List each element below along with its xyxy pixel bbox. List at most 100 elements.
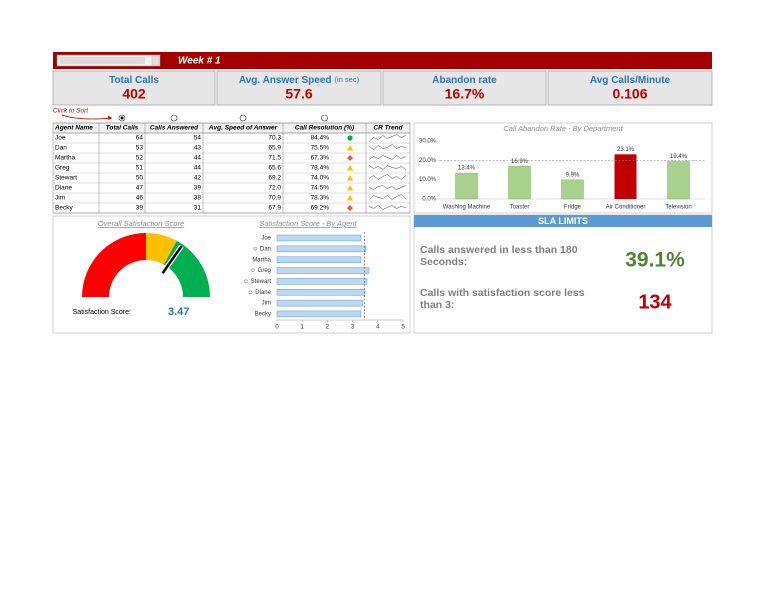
table-cell: 43 [194,145,202,152]
table-cell: 52 [136,155,144,162]
table-cell: 47 [136,185,144,192]
table-cell: 65.9 [268,145,281,152]
x-tick-label: Air Conditioner [606,205,646,211]
chart-title: Call Abandon Rate - By Department [503,124,623,133]
table-cell: Jim [55,195,65,202]
bar [276,245,367,253]
column-header: CR Trend [373,125,403,132]
sparkline [368,155,406,160]
scroll-arrow[interactable] [151,55,160,66]
table-cell: 54 [194,135,202,142]
sort-radio[interactable] [321,114,328,122]
bar [276,267,370,274]
table-cell: 71.5 [268,155,281,162]
status-icon [346,165,354,171]
chart-title: Satisfaction Score - By Agent [259,219,357,228]
kpi-unit: (in sec) [335,75,360,84]
y-tick-label: ☺ Stewart [243,279,271,285]
kpi-label: Avg. Answer Speed [239,75,332,86]
table-cell: 67.9 [268,205,281,212]
table-cell: 38 [194,195,202,202]
kpi-value: 0.106 [612,86,647,102]
gauge-band [82,233,146,297]
table-cell: Diane [55,185,72,192]
sparkline [368,165,406,170]
week-title: Week # 1 [178,56,221,67]
table-cell: 44 [194,155,202,162]
table-cell: 50 [136,175,144,182]
table-cell: 31 [194,205,202,212]
gauge-band [146,233,177,265]
status-icon [347,155,353,161]
kpi-value: 16.7% [445,86,485,102]
column-header: Total Calls [106,125,139,132]
table-cell: 39 [194,185,202,192]
table-cell: 39 [136,205,144,212]
bar [276,256,362,263]
x-tick-label: 4 [376,325,380,331]
x-tick-label: Washing Machine [443,205,491,211]
y-tick-label: ☺ Diane [248,290,272,296]
column-header: Agent Name [54,125,93,132]
x-tick-label: 2 [326,325,330,331]
kpi-value: 57.6 [285,86,312,102]
scroll-thumb[interactable] [60,57,145,64]
sparkline [368,194,406,200]
kpi-label: Avg Calls/Minute [590,75,671,86]
table-cell: 74.0% [311,175,330,182]
sparkline [368,185,406,190]
sla-value: 39.1% [625,249,685,272]
table-cell: 74.5% [311,185,330,192]
sla-value: 134 [638,291,672,313]
kpi-box [547,70,713,106]
bar [276,278,368,285]
value-label: 16.9% [511,159,529,165]
sparkline [368,134,406,142]
status-icon [346,175,354,181]
y-tick-label: Becky [255,312,271,318]
bar [276,289,366,296]
gauge-needle [161,245,183,274]
x-tick-label: Television [665,205,691,211]
y-tick-label: 30.0% [419,139,437,145]
sla-label-box: Calls answered in less than 180 Seconds: [420,244,578,268]
kpi-box [216,70,382,106]
y-tick-label: 20.0% [419,158,437,164]
table-cell: 70.9 [268,195,281,202]
bar [455,172,478,200]
bar [667,161,690,200]
bar [276,310,362,318]
score-value: 3.47 [168,306,189,318]
sparkline [368,174,406,180]
table-cell: 69.2 [268,175,281,182]
kpi-label: Abandon rate [432,75,497,86]
kpi-value: 402 [122,86,146,102]
y-tick-label: 0.0% [422,197,436,203]
status-icon [346,185,354,191]
sort-radio[interactable] [170,114,178,122]
status-icon [346,145,354,151]
table-cell: 42 [194,175,202,182]
table-cell: Martha [55,155,76,162]
bar [276,234,362,242]
value-label: 9.9% [566,172,580,178]
sort-radio[interactable] [239,114,247,122]
sla-label: Calls answered in less than 180 Seconds: [420,244,578,268]
sort-arrow [61,114,113,120]
column-header: Call Resolution (%) [295,125,354,132]
sla-label: Calls with satisfaction score less than … [420,287,585,311]
y-tick-label: Joe [261,236,271,242]
y-tick-label: Jim [262,301,271,307]
kpi-label-line: Abandon rate [432,75,497,86]
sort-hint: Click to Sort [53,108,89,115]
kpi-label-line: Avg Calls/Minute [590,75,671,86]
table-cell: 78.4% [311,165,330,172]
table-cell: 64 [136,135,144,142]
bar [276,299,364,307]
table-cell: 84.4% [311,135,330,142]
x-tick-label: Fridge [564,205,582,211]
table-cell: 44 [194,165,202,172]
y-tick-label: ☺ Greg [250,268,271,274]
